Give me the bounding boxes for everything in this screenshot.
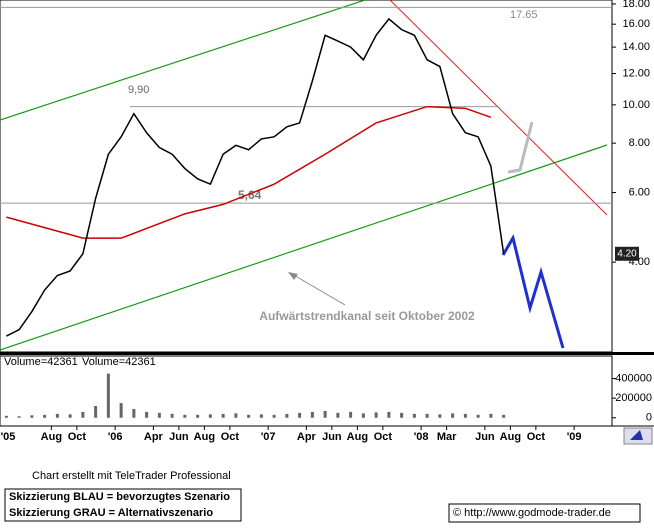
volume-bar (336, 412, 340, 418)
x-tick-label: Aug (347, 431, 368, 443)
x-tick-label: '08 (414, 431, 429, 443)
moving-average (6, 105, 492, 239)
x-tick-label: Jun (169, 431, 189, 443)
annotation: Aufwärtstrendkanal seit Oktober 2002 (259, 309, 475, 323)
volume-bar (170, 413, 174, 418)
x-tick-label: Mar (437, 431, 457, 443)
credit: Chart erstellt mit TeleTrader Profession… (32, 470, 231, 482)
downtrend-line (389, 0, 608, 216)
y-tick-label: 200000 (615, 392, 652, 404)
x-tick-label: Apr (144, 431, 164, 443)
channel-lower (0, 144, 608, 351)
volume-bar (94, 406, 98, 418)
legend-gray: Skizzierung GRAU = Alternativszenario (9, 507, 213, 519)
volume-bar (30, 415, 34, 418)
volume-bar (234, 413, 238, 418)
x-tick-label: Apr (297, 431, 317, 443)
x-tick-label: '09 (567, 431, 582, 443)
volume-bar (208, 414, 212, 418)
volume-bar (425, 413, 429, 418)
y-tick-label: 6.00 (629, 186, 650, 198)
gray-scenario (507, 121, 534, 174)
x-tick-label: Aug (41, 431, 62, 443)
volume-bar (43, 414, 47, 418)
volume-bar (349, 411, 353, 418)
y-tick-label: 12.00 (622, 67, 650, 79)
volume-bar (463, 413, 467, 418)
volume-bar (272, 414, 276, 418)
y-tick-label: 0 (646, 412, 652, 424)
volume-bar (323, 410, 327, 418)
annotation-arrow (291, 273, 346, 306)
legend-box (4, 488, 242, 522)
blue-scenario (501, 234, 565, 349)
x-tick-label: Oct (527, 431, 546, 443)
volume-bar (17, 416, 21, 418)
volume-bar (374, 412, 378, 418)
x-tick-label: '06 (108, 431, 123, 443)
volume-bar (55, 413, 59, 418)
last-price-box (615, 246, 639, 261)
copyright: © http://www.godmode-trader.de (453, 507, 611, 519)
y-tick-label: 10.00 (622, 99, 650, 111)
volume-bar (132, 408, 136, 418)
x-tick-label: Jun (475, 431, 495, 443)
volume-legend: Volume=42361 (4, 356, 78, 368)
last-price-label: 4.20 (617, 248, 637, 259)
legend-blue: Skizzierung BLAU = bevorzugtes Szenario (9, 491, 230, 503)
x-tick-label: Jun (322, 431, 342, 443)
volume-bar (183, 414, 187, 418)
volume-bar (298, 412, 302, 418)
volume-bar (438, 414, 442, 418)
volume-bar (221, 413, 225, 418)
y-tick-label: 8.00 (629, 137, 650, 149)
volume-bar (157, 412, 161, 418)
volume-bar (387, 411, 391, 418)
volume-bar (81, 411, 85, 418)
x-tick-label: Aug (500, 431, 521, 443)
y-tick-label: 16.00 (622, 18, 650, 30)
price-line (6, 17, 505, 337)
volume-bar (476, 414, 480, 418)
x-tick-label: Oct (221, 431, 240, 443)
x-tick-label: Aug (194, 431, 215, 443)
y-tick-label: 400000 (615, 372, 652, 384)
y-tick-label: 14.00 (622, 41, 650, 53)
volume-bar (145, 411, 149, 418)
volume-bar (247, 414, 251, 418)
volume-bar (68, 414, 72, 418)
volume-legend: Volume=42361 (82, 356, 156, 368)
reference-label: 17.65 (510, 9, 538, 21)
volume-bar (310, 411, 314, 418)
arrow-head (288, 272, 298, 280)
volume-bar (502, 414, 506, 418)
volume-bar (451, 413, 455, 418)
copyright-box (448, 503, 641, 523)
volume-bar (196, 414, 200, 418)
x-tick-label: Oct (374, 431, 393, 443)
volume-bar (412, 413, 416, 418)
x-tick-label: '05 (1, 431, 16, 443)
volume-bar (285, 413, 289, 418)
volume-bar (119, 403, 123, 418)
y-tick-label: 18.00 (622, 0, 650, 10)
volume-bar (400, 412, 404, 418)
volume-bar (106, 373, 110, 418)
x-tick-label: '07 (261, 431, 276, 443)
volume-bar (259, 414, 263, 418)
volume-bar (361, 413, 365, 418)
reference-label: 9,90 (128, 84, 149, 96)
channel-upper (0, 0, 366, 121)
nav-icon (630, 430, 643, 440)
volume-bar (4, 415, 8, 418)
x-tick-label: Oct (68, 431, 87, 443)
volume-bar (489, 413, 493, 418)
